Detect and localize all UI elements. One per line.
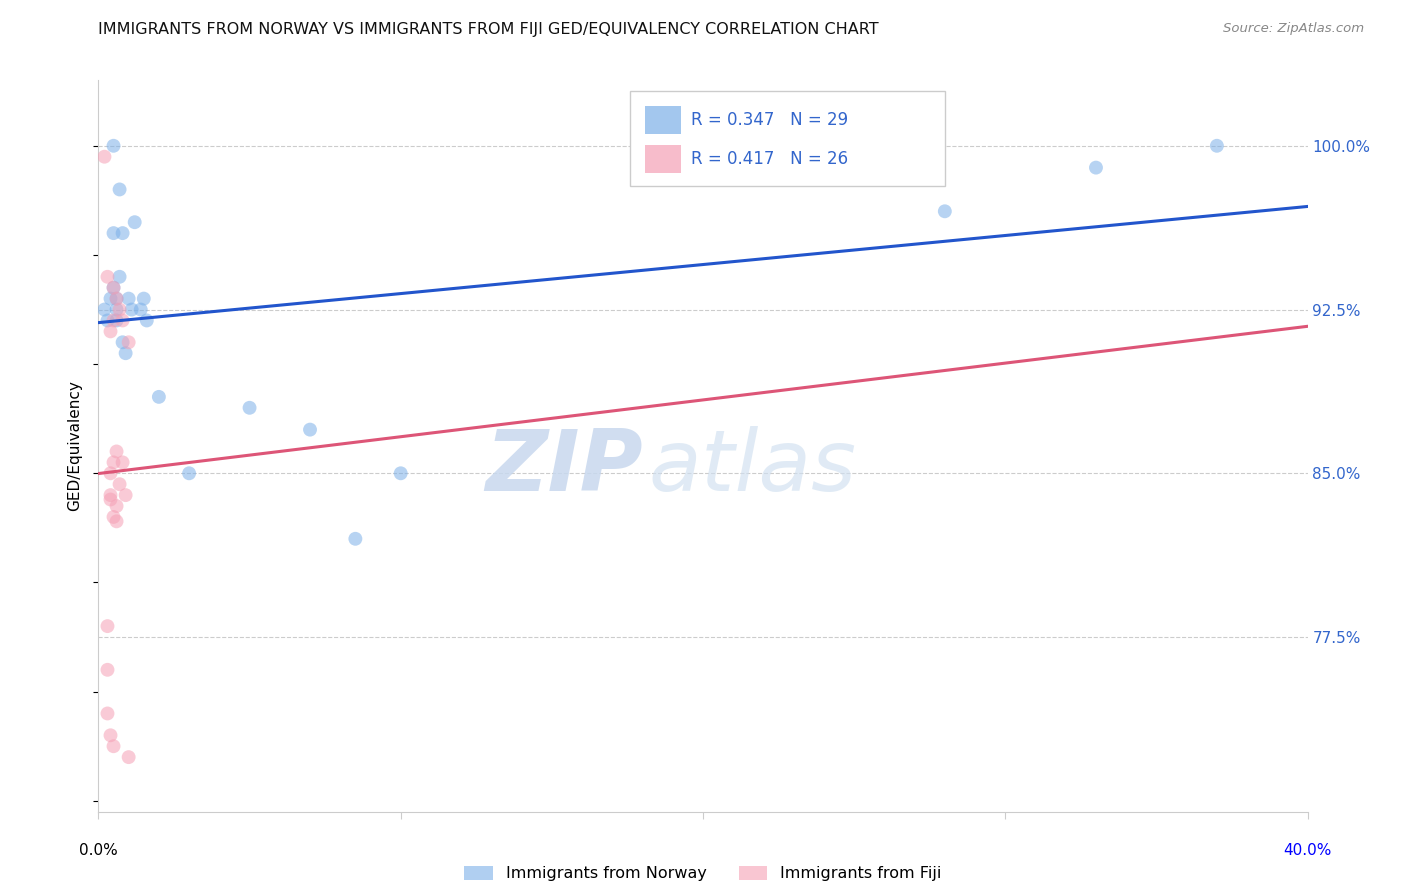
Text: IMMIGRANTS FROM NORWAY VS IMMIGRANTS FROM FIJI GED/EQUIVALENCY CORRELATION CHART: IMMIGRANTS FROM NORWAY VS IMMIGRANTS FRO… — [98, 22, 879, 37]
Point — [96, 313, 118, 327]
Text: Source: ZipAtlas.com: Source: ZipAtlas.com — [1223, 22, 1364, 36]
Point — [96, 663, 118, 677]
Text: 40.0%: 40.0% — [1284, 843, 1331, 858]
Point — [179, 467, 201, 481]
Point — [114, 346, 136, 360]
Point — [121, 302, 143, 317]
Point — [389, 467, 412, 481]
Point — [100, 324, 122, 338]
Point — [239, 401, 262, 415]
Point — [105, 313, 128, 327]
Point — [108, 477, 131, 491]
Point — [299, 423, 322, 437]
Point — [114, 488, 136, 502]
Point — [93, 302, 115, 317]
Y-axis label: GED/Equivalency: GED/Equivalency — [67, 381, 83, 511]
Point — [96, 269, 118, 284]
Point — [111, 335, 134, 350]
Point — [96, 706, 118, 721]
Point — [103, 138, 125, 153]
Point — [1206, 138, 1229, 153]
Point — [100, 492, 122, 507]
Legend: Immigrants from Norway, Immigrants from Fiji: Immigrants from Norway, Immigrants from … — [458, 860, 948, 888]
Point — [1085, 161, 1108, 175]
Text: R = 0.417   N = 26: R = 0.417 N = 26 — [690, 150, 848, 169]
Point — [108, 269, 131, 284]
Point — [103, 455, 125, 469]
Text: 0.0%: 0.0% — [79, 843, 118, 858]
Point — [132, 292, 155, 306]
Point — [111, 313, 134, 327]
Point — [118, 750, 141, 764]
Text: R = 0.347   N = 29: R = 0.347 N = 29 — [690, 111, 848, 128]
Point — [100, 488, 122, 502]
Point — [148, 390, 170, 404]
Point — [100, 728, 122, 742]
Point — [108, 302, 131, 317]
Point — [96, 619, 118, 633]
Point — [103, 226, 125, 240]
Point — [105, 292, 128, 306]
Point — [103, 313, 125, 327]
Point — [103, 281, 125, 295]
Point — [129, 302, 152, 317]
Point — [111, 226, 134, 240]
Point — [105, 499, 128, 513]
Point — [111, 455, 134, 469]
Point — [105, 514, 128, 528]
Point — [135, 313, 157, 327]
FancyBboxPatch shape — [630, 91, 945, 186]
Bar — [645, 106, 682, 134]
Text: atlas: atlas — [648, 426, 856, 509]
Text: ZIP: ZIP — [485, 426, 643, 509]
Point — [103, 739, 125, 754]
Point — [100, 292, 122, 306]
Point — [118, 292, 141, 306]
Point — [108, 182, 131, 196]
Point — [934, 204, 956, 219]
Point — [344, 532, 367, 546]
Point — [105, 292, 128, 306]
Point — [103, 281, 125, 295]
Point — [105, 302, 128, 317]
Bar — [645, 145, 682, 173]
Point — [124, 215, 146, 229]
Point — [100, 467, 122, 481]
Point — [103, 510, 125, 524]
Point — [105, 444, 128, 458]
Point — [93, 150, 115, 164]
Point — [118, 335, 141, 350]
